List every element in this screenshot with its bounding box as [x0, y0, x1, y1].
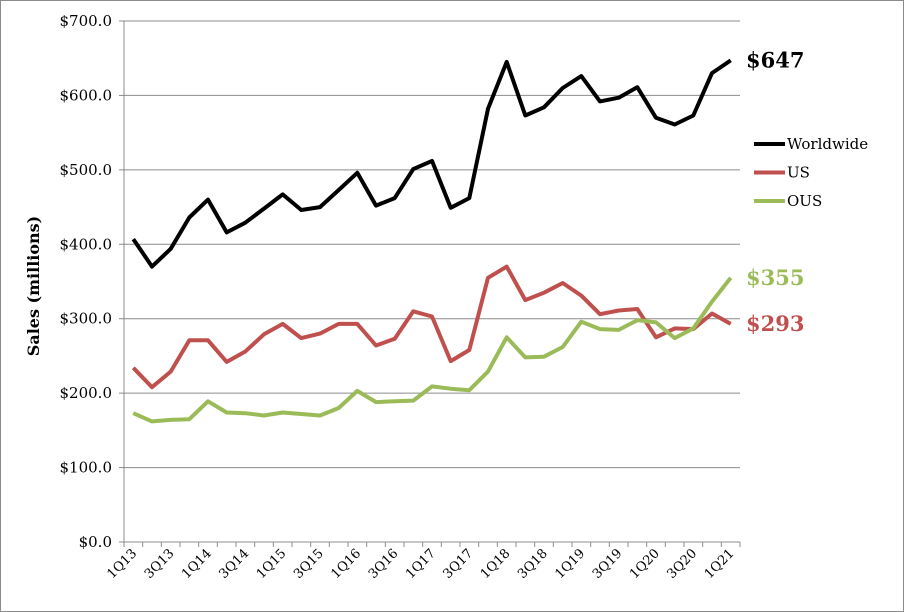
x-tick-label: 1Q21 — [702, 546, 738, 582]
legend-label-ous: OUS — [787, 192, 822, 210]
x-tick-label: 1Q18 — [478, 546, 514, 582]
x-tick-label: 3Q16 — [366, 546, 402, 582]
y-tick-label: $0.0 — [79, 533, 112, 551]
series-line-us — [131, 264, 732, 390]
y-tick-label: $600.0 — [60, 86, 113, 104]
x-tick-label: 1Q17 — [403, 546, 439, 582]
y-tick-label: $300.0 — [60, 310, 113, 328]
series-line-worldwide — [131, 58, 732, 269]
gridlines — [124, 20, 740, 469]
x-tick-label: 3Q17 — [440, 546, 476, 582]
x-tick-label: 1Q16 — [328, 546, 364, 582]
series-line-ous — [132, 276, 733, 424]
x-tick-label: 3Q14 — [216, 546, 252, 582]
x-tick-label: 3Q19 — [590, 546, 626, 582]
x-tick-label: 3Q18 — [515, 546, 551, 582]
x-tick-label: 1Q13 — [104, 546, 140, 582]
end-label-worldwide: $647 — [746, 47, 804, 72]
end-label-ous: $355 — [746, 265, 804, 290]
y-tick-label: $500.0 — [60, 161, 113, 179]
x-tick-label: 3Q15 — [291, 546, 327, 582]
end-label-us: $293 — [746, 311, 804, 336]
x-axis-tick-labels: 1Q13 3Q13 1Q14 3Q14 1Q15 3Q15 1Q16 3Q16 1Q17 3Q17… — [104, 546, 737, 582]
x-tick-label: 3Q20 — [664, 546, 700, 582]
y-axis-title: Sales (millions) — [24, 216, 43, 356]
series-lines — [131, 58, 733, 424]
series-end-labels: $647 $293 $355 — [746, 47, 804, 335]
y-tick-label: $700.0 — [60, 12, 113, 30]
y-tick-label: $100.0 — [60, 459, 113, 477]
x-tick-label: 1Q14 — [179, 546, 215, 582]
x-tick-label: 1Q20 — [627, 546, 663, 582]
legend-label-us: US — [787, 164, 810, 182]
x-tick-label: 1Q19 — [552, 546, 588, 582]
y-tick-label: $400.0 — [60, 235, 113, 253]
y-axis-tick-labels: $0.0 $100.0 $200.0 $300.0 $400.0 $500.0 $600.0… — [60, 12, 113, 551]
y-tick-label: $200.0 — [60, 384, 113, 402]
axes — [119, 20, 741, 547]
legend: Worldwide US OUS — [754, 135, 868, 210]
legend-label-worldwide: Worldwide — [787, 135, 868, 153]
x-tick-label: 1Q15 — [254, 546, 290, 582]
x-tick-label: 3Q13 — [142, 546, 178, 582]
